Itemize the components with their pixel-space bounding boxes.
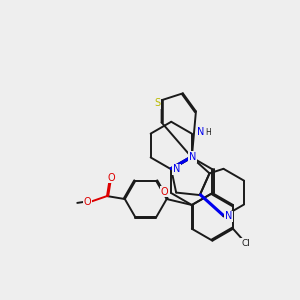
- Text: N: N: [225, 212, 232, 221]
- Text: O: O: [107, 172, 115, 183]
- Text: O: O: [84, 197, 91, 207]
- Text: O: O: [161, 187, 169, 196]
- Text: N: N: [189, 152, 196, 162]
- Text: N: N: [197, 127, 204, 137]
- Text: S: S: [154, 98, 160, 108]
- Text: H: H: [205, 128, 211, 137]
- Text: N: N: [173, 164, 180, 174]
- Text: Cl: Cl: [241, 239, 250, 248]
